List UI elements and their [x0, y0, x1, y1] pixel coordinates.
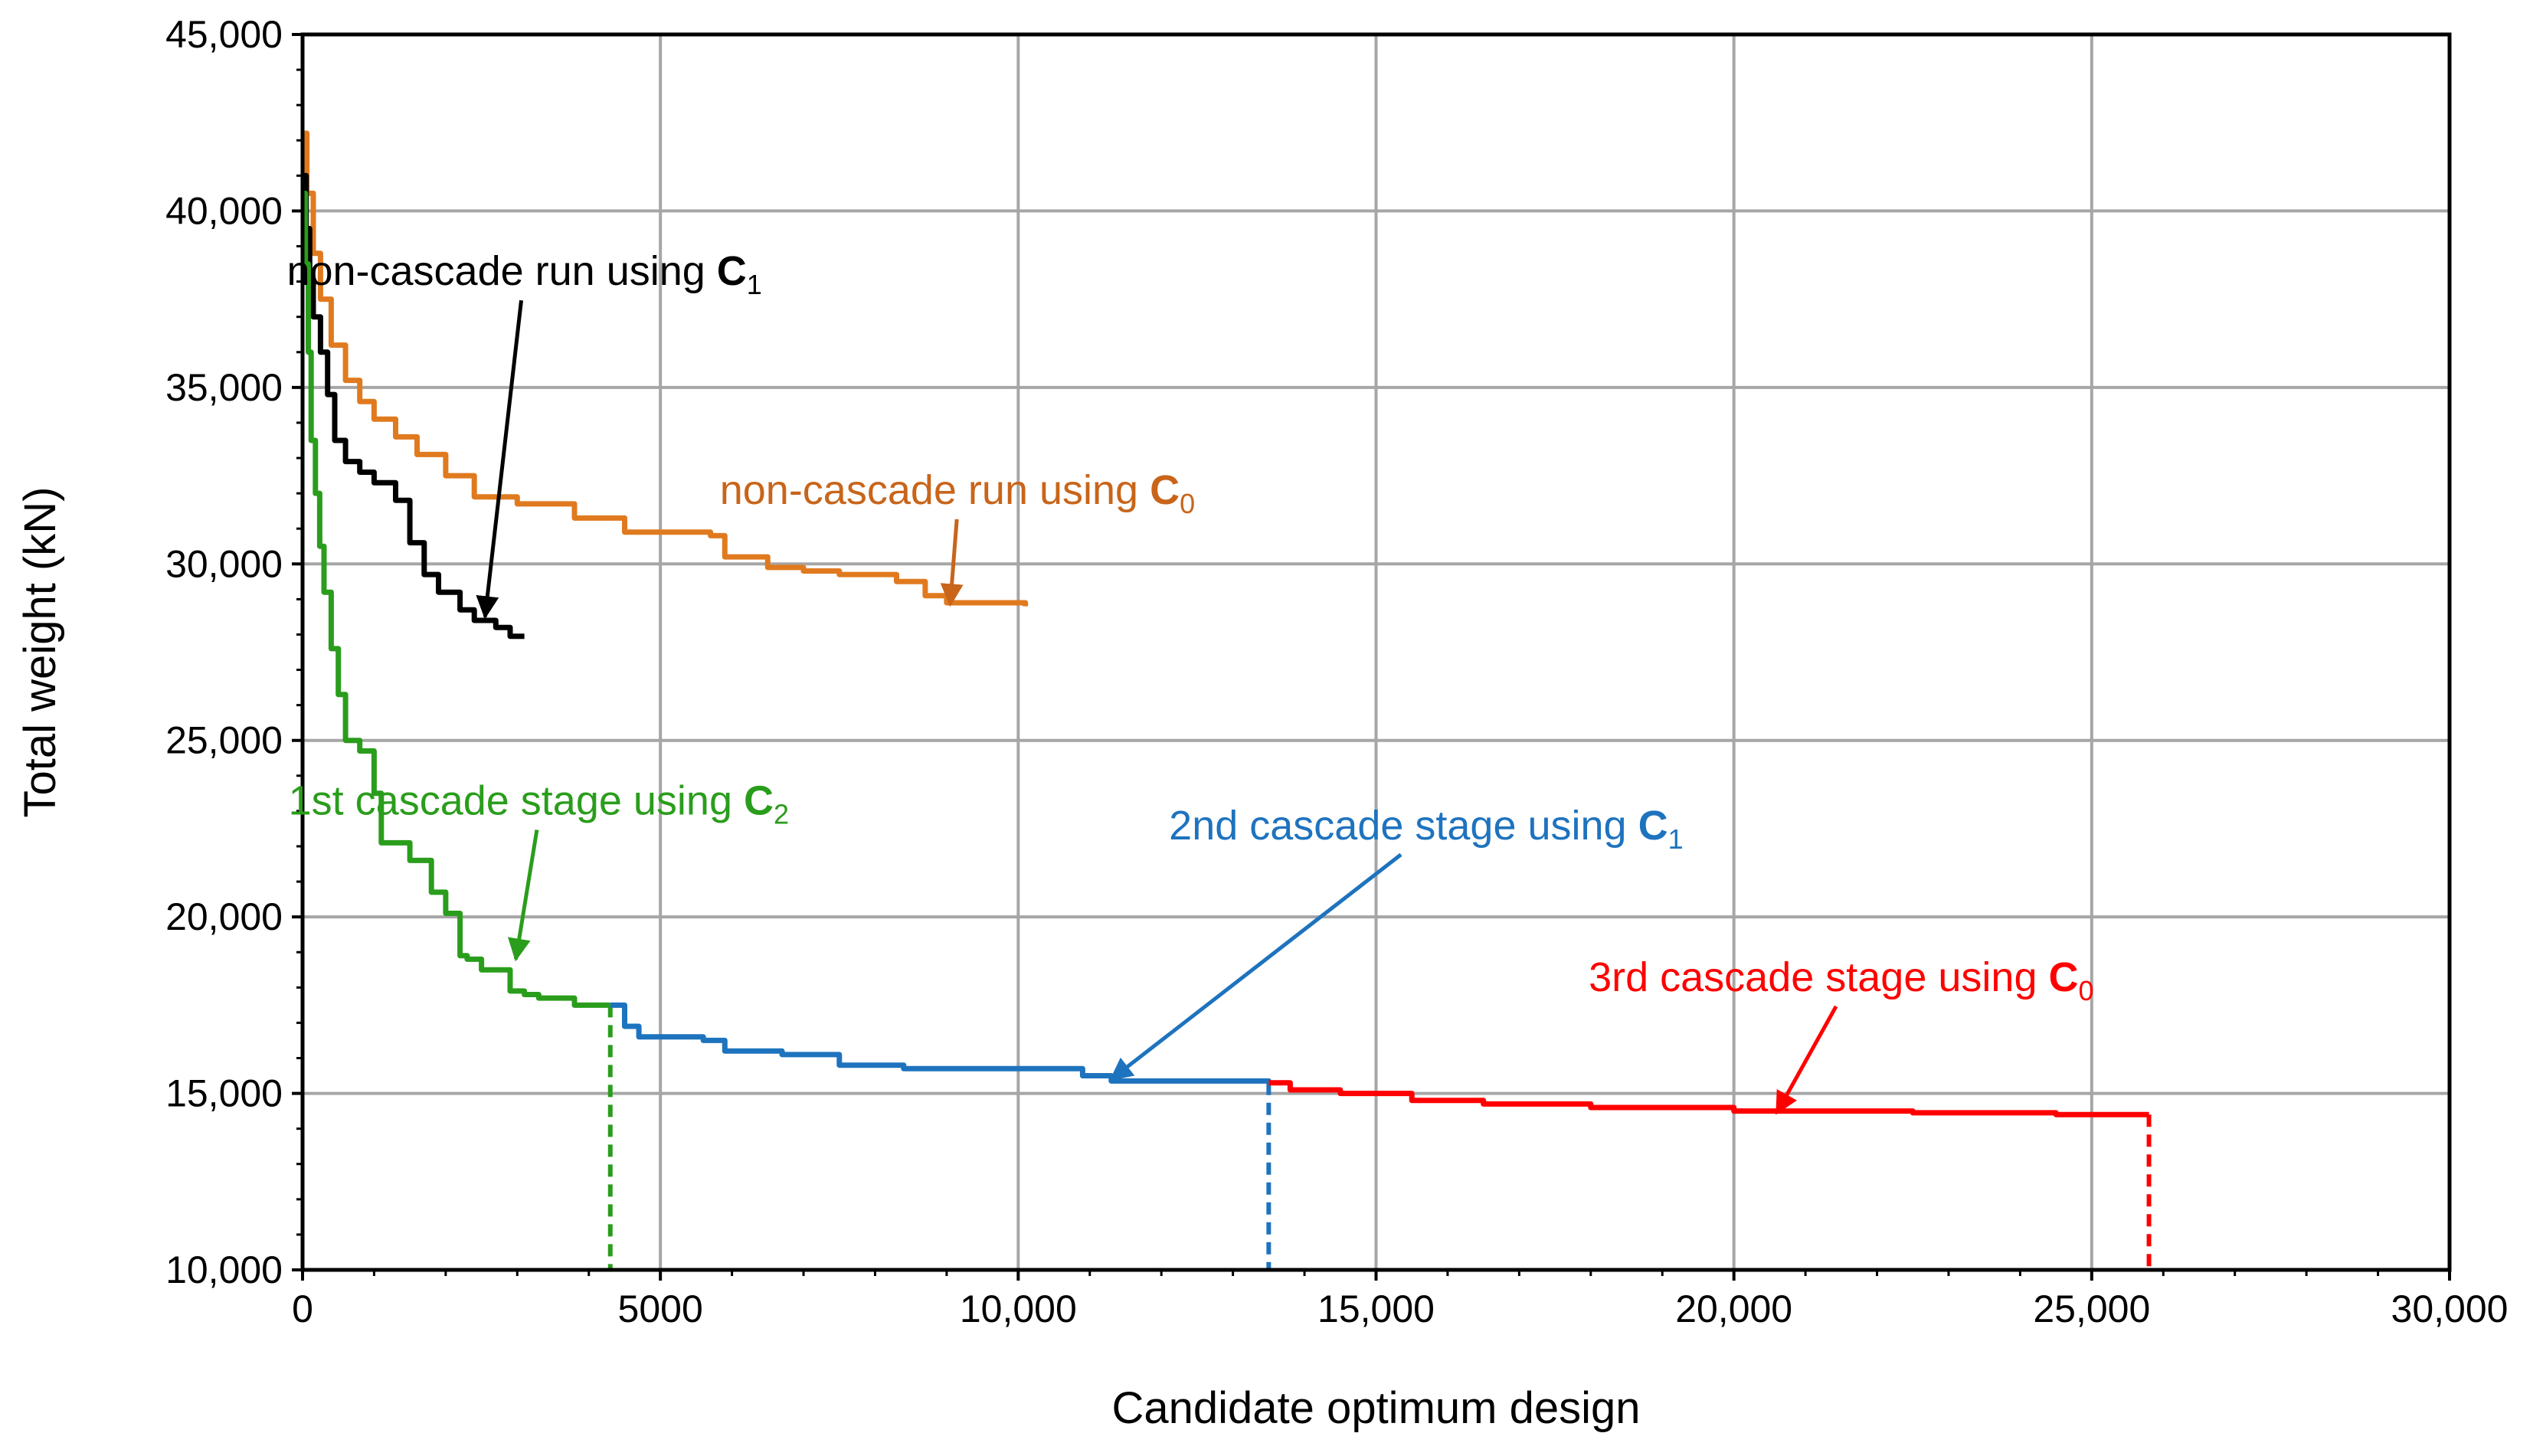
x-tick-label: 20,000: [1675, 1287, 1792, 1330]
y-axis-title: Total weight (kN): [15, 487, 65, 818]
x-tick-label: 0: [292, 1287, 313, 1330]
y-tick-label: 40,000: [165, 189, 283, 232]
x-tick-label: 5000: [618, 1287, 703, 1330]
y-tick-label: 10,000: [165, 1248, 283, 1291]
series-line-3: [303, 190, 610, 1008]
series-line-5: [1268, 1080, 2149, 1117]
y-tick-label: 30,000: [165, 542, 283, 585]
annot-c1-noncascade: non-cascade run using C1: [286, 248, 761, 300]
series-line-1: [303, 130, 1029, 607]
annot-stage3-arrow: [1775, 1005, 1838, 1115]
annot-stage2-arrow: [1109, 852, 1402, 1081]
annot-c0-noncascade: non-cascade run using C0: [720, 467, 1195, 519]
y-tick-label: 45,000: [165, 13, 283, 56]
y-tick-label: 35,000: [165, 366, 283, 409]
x-tick-label: 15,000: [1317, 1287, 1435, 1330]
axis-ticks: 10,000 15,000 20,000 25,000 30,000 35,000 40,0…: [165, 13, 2508, 1330]
gridlines: [303, 34, 2450, 1270]
annot-stage1: 1st cascade stage using C2: [289, 777, 789, 829]
annot-stage2: 2nd cascade stage using C1: [1169, 803, 1683, 855]
data-series: [303, 130, 2149, 1117]
annot-c0-noncascade-arrow: [940, 519, 964, 607]
series-line-2: [303, 172, 525, 640]
annot-stage1-arrow: [507, 829, 539, 962]
y-tick-label: 25,000: [165, 719, 283, 762]
y-tick-label: 20,000: [165, 895, 283, 938]
y-tick-label: 15,000: [165, 1072, 283, 1115]
annot-stage3: 3rd cascade stage using C0: [1589, 954, 2093, 1006]
stage-boundaries: [607, 1005, 2152, 1270]
annot-c1-noncascade-arrow: [476, 299, 524, 620]
annotations: non-cascade run using C1 non-cascade run …: [286, 248, 2094, 1115]
x-tick-label: 30,000: [2391, 1287, 2509, 1330]
series-line-4: [610, 1002, 1272, 1084]
x-tick-label: 25,000: [2033, 1287, 2150, 1330]
x-axis-title: Candidate optimum design: [1112, 1383, 1641, 1433]
x-tick-label: 10,000: [960, 1287, 1077, 1330]
